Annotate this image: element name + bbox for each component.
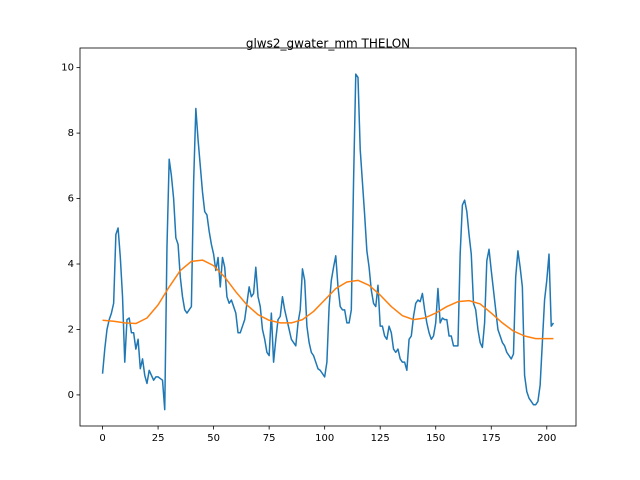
y-tick-label: 10 [61, 63, 74, 74]
x-tick-label: 175 [482, 433, 501, 444]
x-tick-label: 0 [99, 433, 105, 444]
x-tick-label: 50 [207, 433, 220, 444]
y-tick-label: 8 [68, 128, 74, 139]
x-tick-label: 200 [537, 433, 556, 444]
x-tick-label: 25 [152, 433, 165, 444]
series-line [101, 73, 555, 411]
y-tick-label: 4 [68, 259, 74, 270]
y-tick-label: 0 [68, 390, 74, 401]
series-line [102, 259, 554, 340]
x-tick-label: 75 [263, 433, 276, 444]
plot-frame [79, 47, 577, 427]
x-tick-label: 150 [426, 433, 445, 444]
y-tick-label: 2 [68, 324, 74, 335]
x-tick-label: 100 [315, 433, 334, 444]
chart-title: glws2_gwater_mm THELON [246, 37, 410, 51]
x-tick-label: 125 [371, 433, 390, 444]
y-tick-label: 6 [68, 194, 74, 205]
